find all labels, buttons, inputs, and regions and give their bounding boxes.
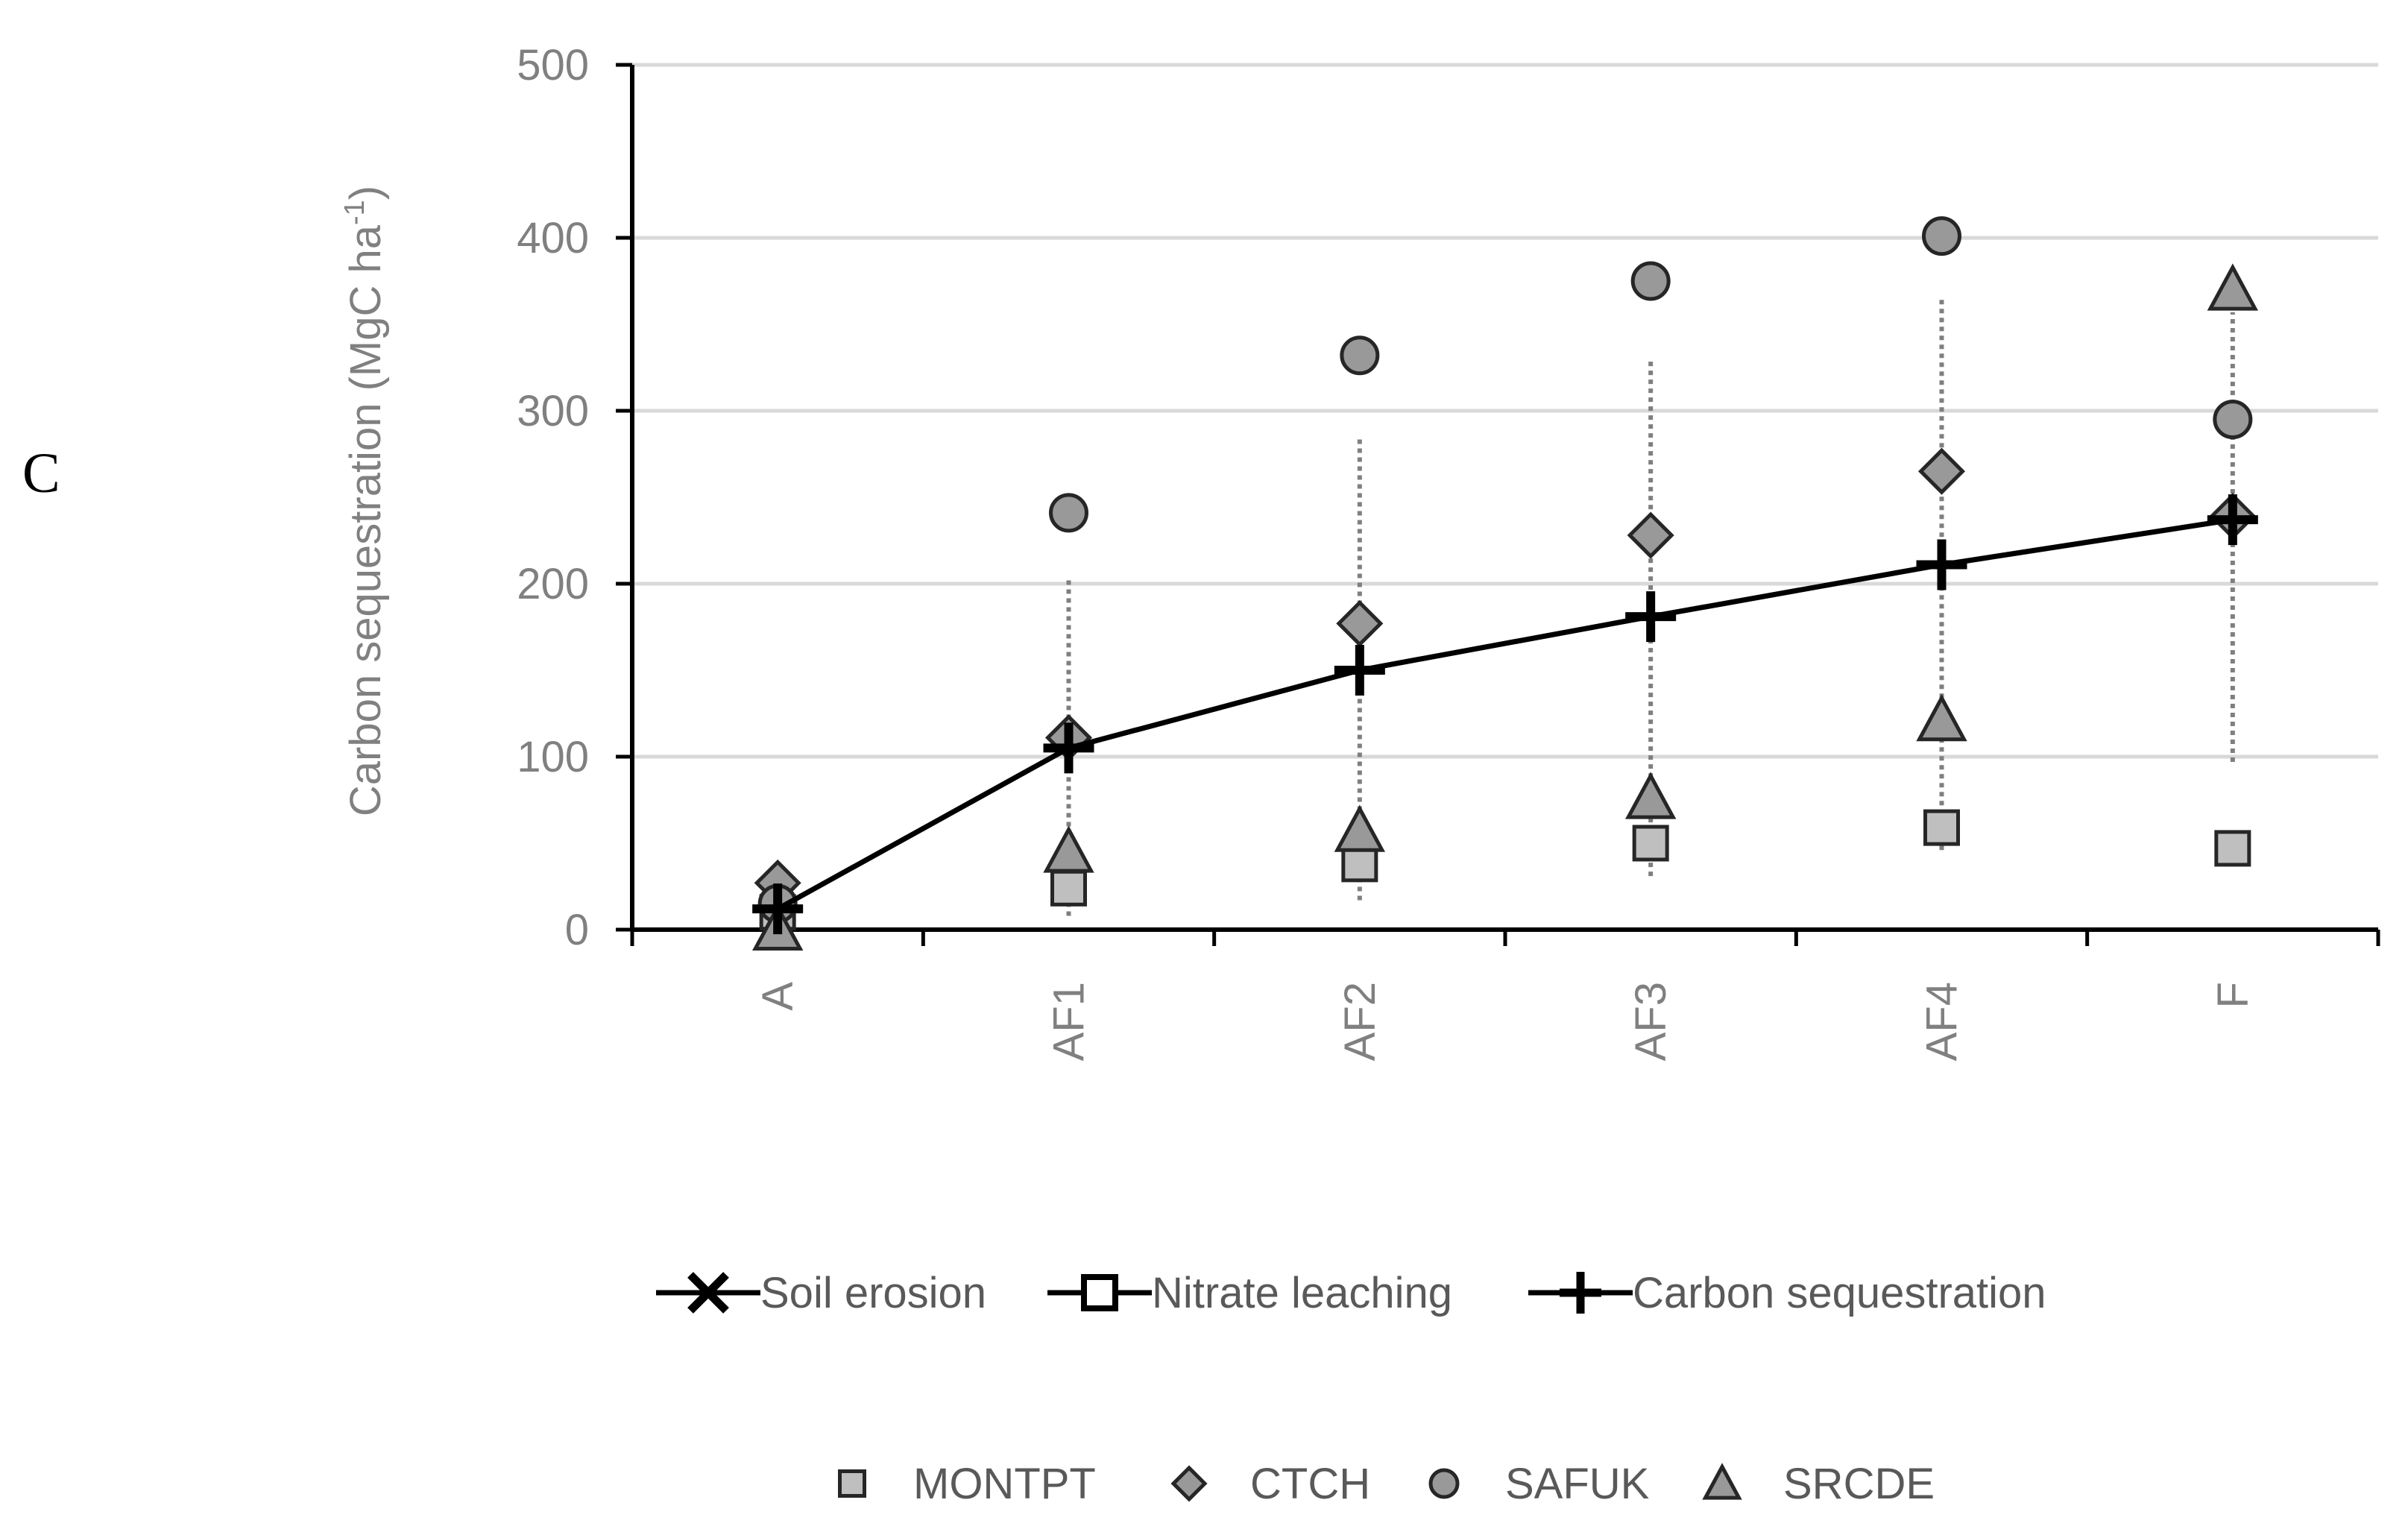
mean-line-marker <box>1043 722 1094 774</box>
legend-x-marker <box>687 1272 729 1314</box>
y-tick-label: 400 <box>517 214 589 262</box>
y-tick-label: 500 <box>517 41 589 89</box>
marker-safuk <box>1340 335 1380 376</box>
mean-line-marker <box>1625 591 1677 643</box>
series-markers <box>751 216 2259 951</box>
y-axis-label-main: Carbon sequestration (MgC ha <box>341 224 390 816</box>
marker-ctch <box>1917 447 1966 495</box>
legend-bottom-label: MONTPT <box>913 1460 1096 1508</box>
x-tick-label: AF4 <box>1918 982 1967 1061</box>
legend-plus-marker <box>1560 1272 1601 1314</box>
legend-top-label: Carbon sequestration <box>1633 1269 2046 1317</box>
marker-srcde <box>1916 694 1967 742</box>
legend-marker-safuk <box>1428 1468 1460 1499</box>
y-tick-label: 0 <box>565 906 589 954</box>
x-tick-label: AF2 <box>1336 982 1384 1061</box>
legend-top: Soil erosion Nitrate leaching Carbon seque… <box>656 1269 2046 1317</box>
legend-bottom-label: CTCH <box>1250 1460 1370 1508</box>
marker-srcde <box>1043 825 1094 873</box>
mean-line-marker <box>1334 645 1385 696</box>
grid-lines <box>632 63 2378 759</box>
x-tick-label: AF3 <box>1627 982 1675 1061</box>
y-tick-labels: 0 100 200 300 400 500 <box>517 41 589 954</box>
marker-montpt <box>1923 809 1960 846</box>
marker-safuk <box>1049 493 1088 533</box>
legend-marker-srcde <box>1702 1463 1742 1500</box>
mean-line-path <box>776 517 2234 912</box>
marker-montpt <box>1632 825 1669 862</box>
marker-montpt <box>1050 869 1087 907</box>
panel-label: C <box>22 442 60 505</box>
mean-line <box>752 494 2258 935</box>
legend-marker-montpt <box>838 1469 866 1498</box>
mean-line-marker <box>2207 494 2258 546</box>
y-tick-label: 100 <box>517 733 589 781</box>
marker-montpt <box>2214 830 2251 867</box>
x-tick-label: A <box>754 982 802 1011</box>
y-axis-label-superscript: -1 <box>339 200 371 225</box>
legend-bottom: MONTPT CTCH SAFUK SRCDE <box>838 1460 1935 1508</box>
marker-srcde <box>1334 804 1386 852</box>
y-tick-label: 300 <box>517 387 589 435</box>
legend-bottom-label: SRCDE <box>1783 1460 1935 1508</box>
mean-line-marker <box>752 883 804 935</box>
marker-srcde <box>2207 263 2259 311</box>
marker-montpt <box>1341 845 1378 883</box>
marker-safuk <box>1922 216 1961 256</box>
axes <box>616 63 2380 946</box>
marker-ctch <box>1627 511 1674 559</box>
legend-top-label: Soil erosion <box>760 1269 986 1317</box>
marker-safuk <box>1630 261 1671 301</box>
marker-srcde <box>1624 772 1677 819</box>
legend-square-marker <box>1081 1274 1118 1311</box>
y-tick-label: 200 <box>517 560 589 608</box>
legend-top-label: Nitrate leaching <box>1152 1269 1452 1317</box>
marker-ctch <box>1336 599 1384 647</box>
x-tick-label: AF1 <box>1045 982 1094 1061</box>
legend-marker-ctch <box>1170 1465 1208 1502</box>
x-tick-label: F <box>2209 982 2257 1008</box>
y-axis-label: Carbon sequestration (MgC ha-1) <box>339 186 390 816</box>
x-tick-labels: A AF1 AF2 AF3 AF4 F <box>754 982 2257 1062</box>
marker-safuk <box>2213 400 2253 440</box>
mean-line-marker <box>1916 539 1967 590</box>
y-axis-label-close: ) <box>341 186 390 200</box>
legend-bottom-label: SAFUK <box>1505 1460 1650 1508</box>
